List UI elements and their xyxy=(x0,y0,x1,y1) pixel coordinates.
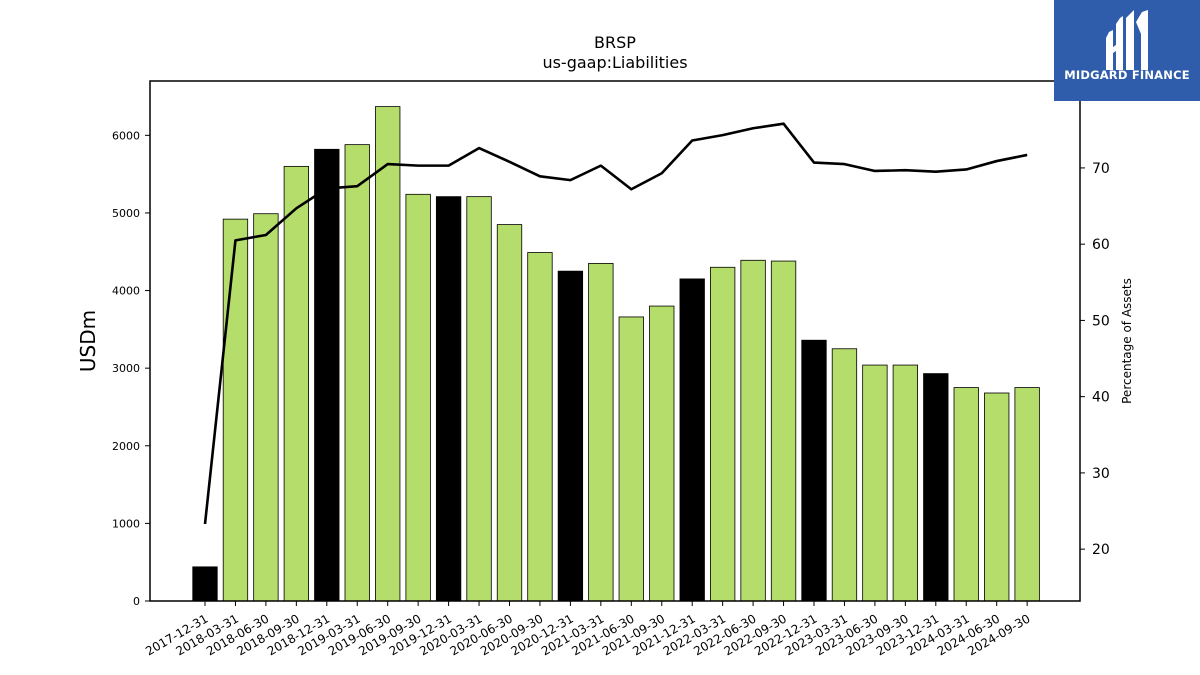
bar xyxy=(892,364,918,602)
bar xyxy=(222,218,249,602)
y2-tick-label: 30 xyxy=(1092,466,1110,482)
bar xyxy=(466,196,492,602)
y2-axis-label: Percentage of Assets xyxy=(1120,278,1134,404)
y-tick-label: 1000 xyxy=(112,517,140,530)
bar xyxy=(679,278,705,602)
bar xyxy=(344,144,370,602)
bar xyxy=(253,213,279,602)
bar xyxy=(618,316,644,602)
x-axis: 2017-12-312018-03-312018-06-302018-09-30… xyxy=(143,601,1033,658)
bar xyxy=(527,252,553,602)
bar xyxy=(1014,387,1040,602)
series-line xyxy=(203,122,1028,525)
bar xyxy=(375,106,401,602)
bar xyxy=(831,348,858,602)
y2-tick-label: 70 xyxy=(1092,161,1110,177)
y2-tick-label: 60 xyxy=(1092,237,1110,253)
y-tick-label: 6000 xyxy=(112,129,140,142)
logo-text: MIDGARD FINANCE xyxy=(1064,68,1190,82)
chart-subtitle: us-gaap:Liabilities xyxy=(542,53,687,72)
bar xyxy=(984,392,1010,602)
y-tick-label: 2000 xyxy=(112,440,140,453)
plot-frame xyxy=(149,80,1081,602)
y2-tick-label: 40 xyxy=(1092,390,1110,406)
bar xyxy=(862,364,888,602)
y-tick-label: 4000 xyxy=(112,285,140,298)
y-tick-label: 0 xyxy=(133,595,140,608)
bar xyxy=(496,224,523,602)
bar xyxy=(192,566,218,602)
bar xyxy=(710,266,736,602)
bar xyxy=(740,259,766,602)
y-axis-left: 0 1000 2000 3000 4000 5000 6000 xyxy=(112,129,150,608)
y-tick-label: 5000 xyxy=(112,207,140,220)
midgard-finance-logo: MIDGARD FINANCE xyxy=(1054,0,1200,101)
y2-tick-label: 20 xyxy=(1092,542,1110,558)
logo-mark-icon xyxy=(1106,10,1148,70)
bar-group xyxy=(192,106,1040,602)
bar xyxy=(649,305,675,602)
chart-title: BRSP xyxy=(594,33,636,52)
y-axis-label: USDm xyxy=(76,310,100,372)
bar xyxy=(557,270,584,602)
bar xyxy=(953,387,979,602)
bar xyxy=(405,193,431,602)
bar xyxy=(801,339,827,602)
line-group xyxy=(203,122,1028,525)
bar xyxy=(283,165,310,602)
bar xyxy=(588,262,614,602)
y2-tick-label: 50 xyxy=(1092,313,1110,329)
bar xyxy=(770,260,797,602)
y-tick-label: 3000 xyxy=(112,362,140,375)
bar xyxy=(435,196,462,602)
bar xyxy=(923,373,949,602)
bar xyxy=(314,148,340,602)
y-axis-right: 20 30 40 50 60 70 xyxy=(1080,161,1110,558)
